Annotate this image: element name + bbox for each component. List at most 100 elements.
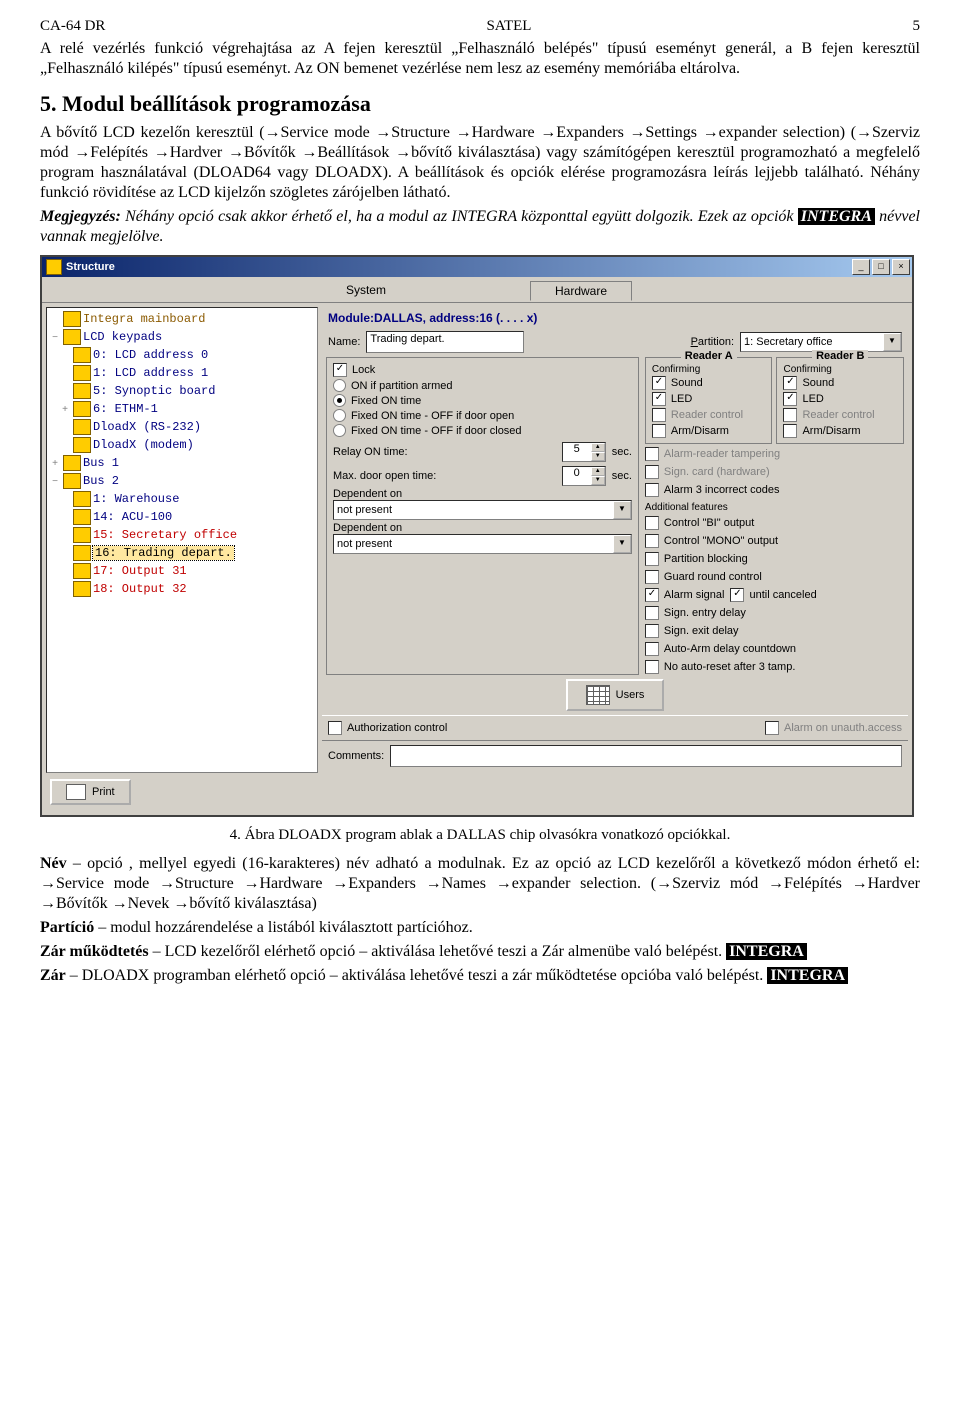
reader-b-arm[interactable]: Arm/Disarm (783, 423, 897, 439)
alarm-tampering-chk[interactable]: Alarm-reader tampering (645, 446, 904, 462)
max-door-input[interactable]: 0▲▼ (562, 466, 606, 486)
reader-b-led[interactable]: ✓LED (783, 391, 897, 407)
maximize-button[interactable]: □ (872, 259, 890, 275)
tree-item[interactable]: + Bus 1 (47, 454, 317, 472)
tree-item[interactable]: +6: ETHM-1 (47, 400, 317, 418)
section-5-title: 5. Modul beállítások programozása (40, 91, 920, 117)
expand-icon[interactable]: − (49, 476, 61, 487)
keypad-icon (586, 685, 610, 705)
tree-item[interactable]: 18: Output 32 (47, 580, 317, 598)
tree-node-icon (63, 329, 81, 345)
note-label: Megjegyzés: (40, 208, 121, 225)
tree-item-label: DloadX (modem) (93, 438, 194, 452)
radio-fixed-off-closed[interactable]: Fixed ON time - OFF if door closed (333, 423, 632, 438)
right-panel: Module:DALLAS, address:16 (. . . . x) Na… (322, 307, 908, 811)
alarm-3-codes-chk[interactable]: Alarm 3 incorrect codes (645, 482, 904, 498)
window-icon (46, 259, 62, 275)
relay-time-input[interactable]: 5▲▼ (562, 442, 606, 462)
expand-icon[interactable]: + (49, 458, 61, 469)
reader-b-sound[interactable]: ✓Sound (783, 375, 897, 391)
term-particio: Partíció (40, 919, 94, 936)
figure-caption: 4. Ábra DLOADX program ablak a DALLAS ch… (40, 827, 920, 844)
reader-a-reader-control[interactable]: Reader control (652, 407, 766, 423)
reader-a-sound[interactable]: ✓Sound (652, 375, 766, 391)
tree-item[interactable]: −LCD keypads (47, 328, 317, 346)
tree-item[interactable]: 16: Trading depart. (47, 544, 317, 562)
no-autoreset-chk[interactable]: No auto-reset after 3 tamp. (645, 659, 904, 675)
tree-item[interactable]: 17: Output 31 (47, 562, 317, 580)
guard-round-chk[interactable]: Guard round control (645, 569, 904, 585)
sign-card-chk[interactable]: Sign. card (hardware) (645, 464, 904, 480)
users-button[interactable]: Users (566, 679, 665, 711)
tree-item[interactable]: 1: LCD address 1 (47, 364, 317, 382)
tree-node-icon (73, 509, 91, 525)
reader-a-arm[interactable]: Arm/Disarm (652, 423, 766, 439)
tree-item[interactable]: −Bus 2 (47, 472, 317, 490)
titlebar: Structure _ □ × (42, 257, 912, 277)
tree-item-label: 14: ACU-100 (93, 510, 172, 524)
reader-a-confirming: Confirming (652, 364, 766, 375)
control-bi-chk[interactable]: Control "BI" output (645, 515, 904, 531)
alarm-unauth-chk[interactable]: Alarm on unauth.access (765, 720, 902, 736)
dependent-on-dropdown-1[interactable]: not present▼ (333, 500, 632, 520)
integra-badge: INTEGRA (798, 208, 875, 225)
tab-hardware[interactable]: Hardware (530, 281, 632, 301)
close-button[interactable]: × (892, 259, 910, 275)
page-header: CA-64 DR SATEL 5 (40, 18, 920, 35)
chevron-down-icon[interactable]: ▼ (883, 333, 901, 351)
structure-window: Structure _ □ × System Hardware Integra … (40, 255, 914, 817)
note-paragraph: Megjegyzés: Néhány opció csak akkor érhe… (40, 207, 920, 247)
name-input[interactable]: Trading depart. (366, 331, 524, 353)
dependent-on-dropdown-2[interactable]: not present▼ (333, 534, 632, 554)
tree-item[interactable]: DloadX (modem) (47, 436, 317, 454)
relay-label: Relay ON time: (333, 446, 408, 458)
print-button[interactable]: Print (50, 779, 131, 805)
tree-item[interactable]: 1: Warehouse (47, 490, 317, 508)
expand-icon[interactable]: − (49, 332, 61, 343)
tree-item[interactable]: 15: Secretary office (47, 526, 317, 544)
radio-fixed-off-open[interactable]: Fixed ON time - OFF if door open (333, 408, 632, 423)
tree-item[interactable]: 14: ACU-100 (47, 508, 317, 526)
tree-item-label: Bus 1 (83, 456, 119, 470)
max-door-label: Max. door open time: (333, 470, 436, 482)
header-left: CA-64 DR (40, 18, 105, 35)
term-nev: Név (40, 855, 67, 872)
alarm-signal-chk[interactable]: ✓Alarm signal (645, 587, 725, 603)
header-center: SATEL (486, 18, 531, 35)
partition-dropdown[interactable]: 1: Secretary office ▼ (740, 332, 902, 352)
reader-a-title: Reader A (681, 350, 737, 362)
comments-input[interactable] (390, 745, 902, 767)
tree-item[interactable]: DloadX (RS-232) (47, 418, 317, 436)
tree-node-icon (63, 473, 81, 489)
printer-icon (66, 784, 86, 800)
radio-fixed-on[interactable]: Fixed ON time (333, 393, 632, 408)
entry-delay-chk[interactable]: Sign. entry delay (645, 605, 904, 621)
radio-on-if-armed[interactable]: ON if partition armed (333, 378, 632, 393)
tree-item-label: 5: Synoptic board (93, 384, 215, 398)
reader-a-led[interactable]: ✓LED (652, 391, 766, 407)
tree-item[interactable]: Integra mainboard (47, 310, 317, 328)
tree-item-label: 17: Output 31 (93, 564, 187, 578)
integra-badge-2: INTEGRA (767, 967, 848, 984)
tree-node-icon (73, 419, 91, 435)
tree-item[interactable]: 5: Synoptic board (47, 382, 317, 400)
exit-delay-chk[interactable]: Sign. exit delay (645, 623, 904, 639)
tree-item[interactable]: 0: LCD address 0 (47, 346, 317, 364)
partition-blocking-chk[interactable]: Partition blocking (645, 551, 904, 567)
tree-item-label: 16: Trading depart. (93, 546, 234, 560)
control-mono-chk[interactable]: Control "MONO" output (645, 533, 904, 549)
partition-label: artition: (698, 336, 734, 348)
tab-system[interactable]: System (322, 281, 410, 300)
authorization-control-chk[interactable]: Authorization control (328, 720, 447, 736)
lock-checkbox[interactable]: ✓ Lock (333, 362, 632, 378)
reader-b-reader-control[interactable]: Reader control (783, 407, 897, 423)
integra-badge-1: INTEGRA (726, 943, 807, 960)
minimize-button[interactable]: _ (852, 259, 870, 275)
tree-item-label: 1: LCD address 1 (93, 366, 208, 380)
paragraph-2: A bővítő LCD kezelőn keresztül (→Service… (40, 123, 920, 203)
tree-item-label: Integra mainboard (83, 312, 205, 326)
autoarm-delay-chk[interactable]: Auto-Arm delay countdown (645, 641, 904, 657)
until-canceled-chk[interactable]: ✓until canceled (730, 587, 816, 603)
expand-icon[interactable]: + (59, 404, 71, 415)
term-zar-mukodtetes: Zár működtetés (40, 943, 149, 960)
